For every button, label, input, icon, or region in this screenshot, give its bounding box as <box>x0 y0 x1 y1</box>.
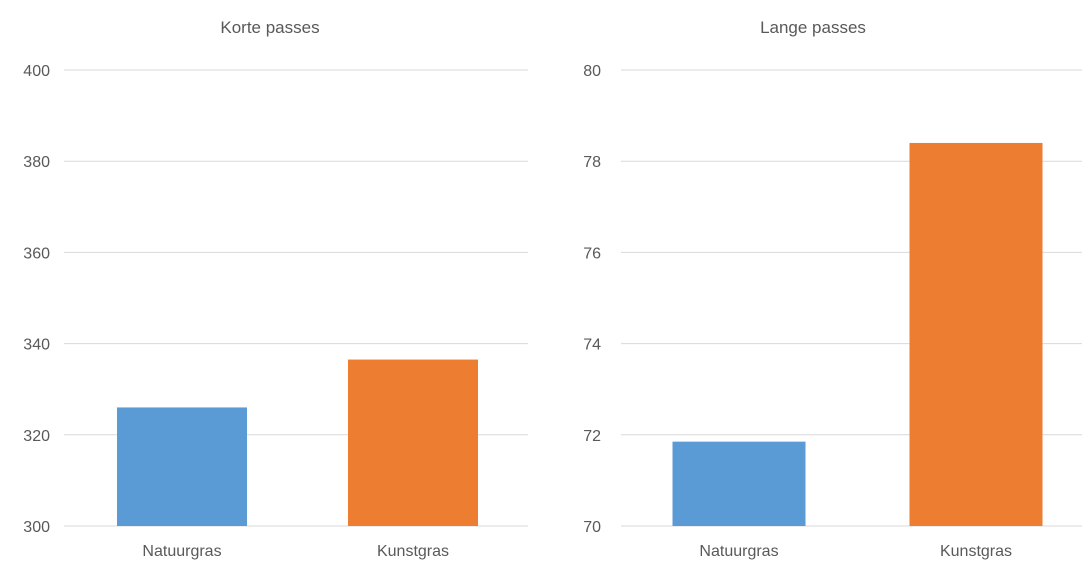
chart-korte-passes: Korte passes 300 320 340 360 380 400 Natuurgra… <box>0 0 541 564</box>
chart-title: Korte passes <box>220 18 319 37</box>
x-category-label: Natuurgras <box>699 543 778 560</box>
y-tick-label: 70 <box>583 519 601 536</box>
bar-kunstgras <box>909 142 1043 526</box>
y-tick-label: 380 <box>23 154 50 171</box>
y-tick-label: 300 <box>23 519 50 536</box>
y-tick-label: 74 <box>583 337 601 354</box>
chart-korte-passes-svg: Korte passes 300 320 340 360 380 400 Natuurgra… <box>23 18 528 560</box>
x-category-label: Kunstgras <box>377 543 449 560</box>
x-category-label: Natuurgras <box>142 543 221 560</box>
y-tick-label: 340 <box>23 337 50 354</box>
x-category-label: Kunstgras <box>940 543 1012 560</box>
chart-lange-passes: Lange passes 70 72 74 76 78 80 Natuurgras Kunst… <box>541 0 1083 564</box>
y-tick-label: 320 <box>23 428 50 445</box>
bar-natuurgras <box>672 441 806 526</box>
chart-title: Lange passes <box>760 18 866 37</box>
y-tick-label: 360 <box>23 245 50 262</box>
y-tick-label: 400 <box>23 63 50 80</box>
bar-kunstgras <box>348 359 478 526</box>
y-tick-label: 80 <box>583 63 601 80</box>
y-tick-label: 76 <box>583 245 601 262</box>
y-tick-label: 72 <box>583 428 601 445</box>
bar-natuurgras <box>117 407 247 526</box>
chart-lange-passes-svg: Lange passes 70 72 74 76 78 80 Natuurgras Kunst… <box>583 18 1082 560</box>
y-tick-label: 78 <box>583 154 601 171</box>
